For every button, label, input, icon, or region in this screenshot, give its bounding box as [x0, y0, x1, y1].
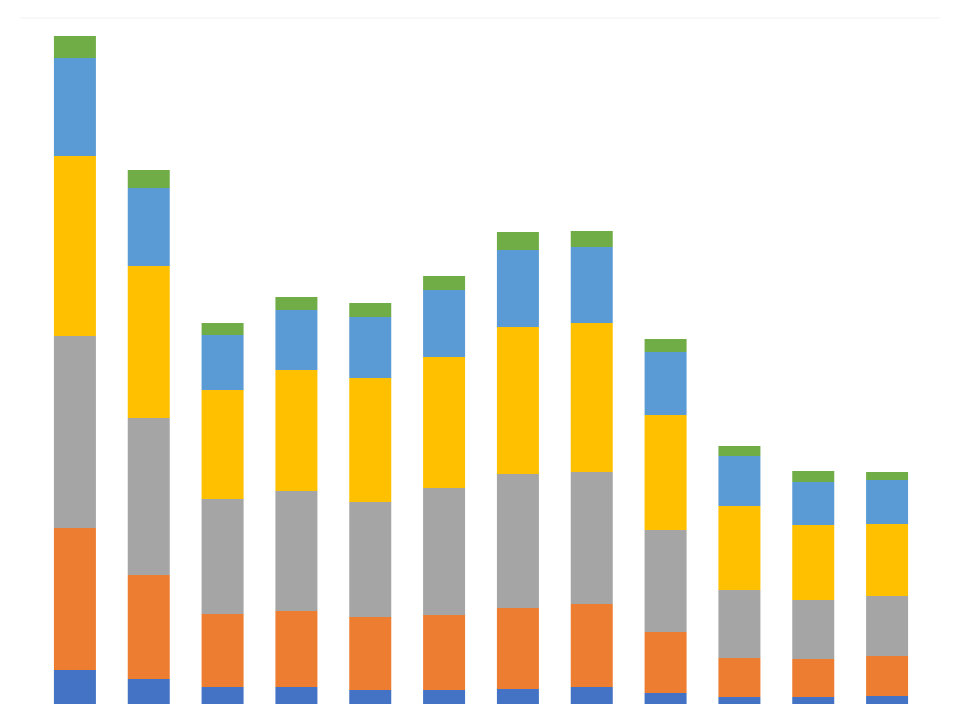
bar-segment: [496, 474, 539, 608]
bar-segment: [423, 690, 466, 704]
bar-segment: [349, 617, 392, 690]
bar-segment: [866, 480, 909, 524]
bar-segment: [570, 472, 613, 604]
bar-segment: [423, 488, 466, 615]
bar-segment: [792, 659, 835, 697]
bar-segment: [866, 524, 909, 596]
bar-segment: [496, 608, 539, 689]
bar-segment: [423, 290, 466, 357]
bar-segment: [718, 697, 761, 704]
bar-segment: [718, 446, 761, 456]
bar-segment: [644, 339, 687, 352]
bar-segment: [866, 596, 909, 656]
bar-segment: [792, 471, 835, 482]
bar-segment: [127, 266, 170, 418]
bar-segment: [718, 658, 761, 697]
bar-segment: [496, 689, 539, 704]
bar-segment: [423, 276, 466, 290]
bar-segment: [866, 696, 909, 704]
bar-segment: [275, 687, 318, 704]
bar-segment: [53, 670, 96, 704]
bar-segment: [644, 415, 687, 530]
bar-segment: [570, 323, 613, 472]
bar-segment: [127, 679, 170, 704]
bar-segment: [718, 506, 761, 590]
bar-segment: [275, 491, 318, 611]
bar-segment: [644, 530, 687, 632]
bar-segment: [644, 632, 687, 693]
bar-segment: [866, 472, 909, 480]
bar-segment: [644, 352, 687, 415]
bar-segment: [718, 590, 761, 658]
bar-segment: [53, 36, 96, 58]
bar-segment: [201, 390, 244, 499]
bar-segment: [423, 615, 466, 690]
bar-segment: [792, 600, 835, 659]
bar-segment: [53, 58, 96, 156]
bar-segment: [127, 575, 170, 679]
bar-segment: [792, 482, 835, 525]
bar-segment: [201, 687, 244, 704]
bar-segment: [201, 335, 244, 390]
bar-segment: [496, 250, 539, 327]
bar-segment: [570, 247, 613, 323]
bar-segment: [349, 317, 392, 378]
bar-segment: [423, 357, 466, 488]
bar-segment: [53, 156, 96, 336]
bar-segment: [792, 525, 835, 600]
bar-segment: [127, 418, 170, 575]
bar-segment: [201, 614, 244, 687]
bar-segment: [275, 611, 318, 687]
bar-segment: [866, 656, 909, 696]
bar-segment: [718, 456, 761, 506]
bar-segment: [275, 297, 318, 310]
bar-segment: [275, 310, 318, 370]
bar-segment: [349, 378, 392, 502]
bar-segment: [275, 370, 318, 491]
bar-segment: [201, 499, 244, 614]
bar-segment: [496, 327, 539, 474]
bar-segment: [349, 502, 392, 617]
bar-segment: [644, 693, 687, 704]
bar-segment: [127, 170, 170, 188]
bar-segment: [496, 232, 539, 250]
bar-segment: [570, 604, 613, 687]
bar-segment: [53, 336, 96, 528]
bar-segment: [792, 697, 835, 704]
bar-segment: [349, 303, 392, 317]
bar-segment: [349, 690, 392, 704]
bar-segment: [201, 323, 244, 335]
bar-segment: [53, 528, 96, 670]
bar-segment: [570, 687, 613, 704]
bar-segment: [127, 188, 170, 266]
bar-segment: [570, 231, 613, 247]
